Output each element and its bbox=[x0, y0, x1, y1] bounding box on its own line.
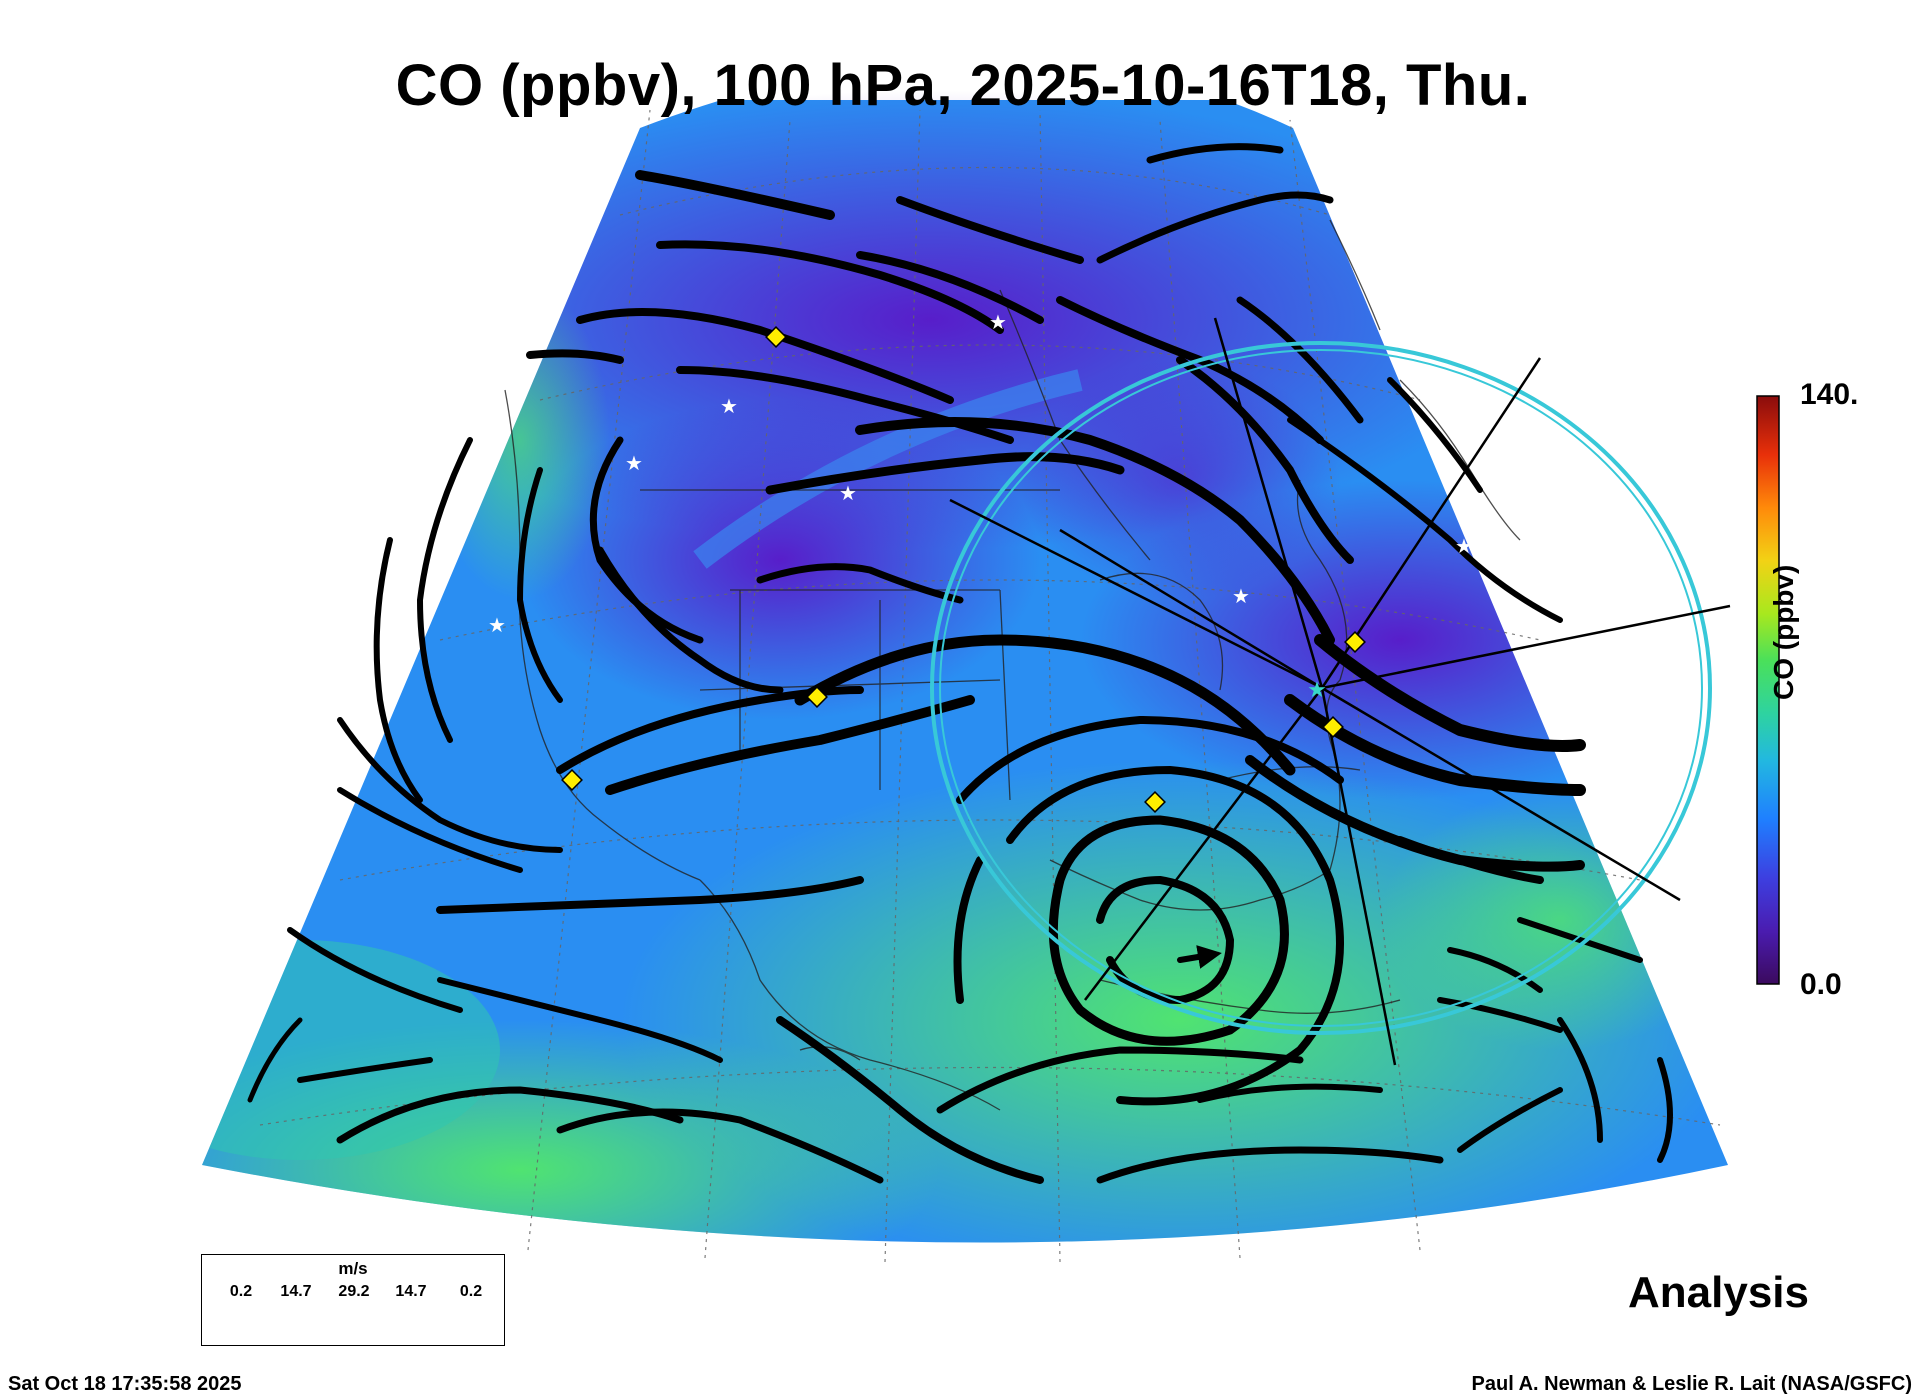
page-title: CO (ppbv), 100 hPa, 2025-10-16T18, Thu. bbox=[395, 53, 1531, 118]
colorbar-max-label: 140. bbox=[1800, 378, 1859, 411]
streamline bbox=[1657, 1057, 1673, 1163]
streamline bbox=[1314, 634, 1586, 752]
streamline bbox=[635, 170, 835, 220]
range-ring bbox=[930, 341, 1712, 1035]
colorbar-title: CO (ppbv) bbox=[1768, 564, 1799, 700]
colorbar bbox=[1756, 395, 1780, 985]
wind-legend-value: 14.7 bbox=[280, 1283, 312, 1300]
streamline bbox=[337, 787, 523, 873]
streamline-gyre bbox=[1096, 875, 1235, 1005]
run-type-label: Analysis bbox=[1628, 1268, 1809, 1317]
streamline bbox=[589, 436, 704, 644]
wind-legend-value: 0.2 bbox=[459, 1283, 483, 1300]
streamline bbox=[794, 634, 1296, 776]
streamline bbox=[576, 308, 954, 404]
streamline bbox=[856, 251, 1044, 324]
star-marker: ★ bbox=[488, 613, 506, 637]
star-marker: ★ bbox=[1232, 584, 1250, 608]
center-star-marker: ★ bbox=[1307, 678, 1327, 703]
streamline bbox=[337, 717, 563, 853]
wind-legend-value: 29.2 bbox=[338, 1283, 370, 1300]
star-marker: ★ bbox=[625, 451, 643, 475]
streamline bbox=[556, 1108, 884, 1184]
streamlines bbox=[247, 143, 1673, 1184]
streamline-gyre bbox=[956, 715, 1344, 804]
streamline bbox=[247, 1017, 303, 1103]
streamline bbox=[656, 240, 1004, 334]
diamond-marker bbox=[561, 769, 583, 791]
streamline bbox=[765, 452, 1125, 495]
white-star-markers: ★ ★ ★ ★ ★ ★ ★ bbox=[488, 310, 1473, 637]
streamline bbox=[336, 1086, 684, 1144]
diamond-marker bbox=[806, 686, 828, 708]
yellow-diamond-markers bbox=[561, 326, 1366, 813]
streamline bbox=[1557, 1017, 1603, 1143]
streamline bbox=[437, 977, 723, 1063]
streamline bbox=[896, 196, 1084, 264]
streamline bbox=[526, 349, 624, 364]
streamline-gyre bbox=[1006, 765, 1344, 1106]
streamline bbox=[1096, 1146, 1444, 1184]
star-marker: ★ bbox=[839, 481, 857, 505]
star-marker: ★ bbox=[1455, 534, 1473, 558]
diamond-marker bbox=[1344, 631, 1366, 653]
streamline-gyre bbox=[1048, 815, 1289, 1046]
streamline bbox=[936, 1046, 1304, 1114]
streamline bbox=[436, 876, 864, 914]
streamline bbox=[776, 1016, 1044, 1184]
star-marker: ★ bbox=[989, 310, 1007, 334]
co-field bbox=[202, 90, 1728, 1243]
streamline bbox=[756, 563, 964, 604]
streamline bbox=[287, 927, 463, 1013]
streamline bbox=[373, 537, 423, 803]
streamline bbox=[1287, 417, 1563, 623]
streamline bbox=[1197, 1083, 1383, 1103]
coastlines bbox=[504, 219, 1521, 1111]
wind-legend-unit: m/s bbox=[338, 1259, 368, 1278]
streamline bbox=[556, 686, 864, 774]
flight-tracks bbox=[949, 317, 1731, 1066]
wind-legend-value: 14.7 bbox=[395, 1283, 427, 1300]
diamond-marker bbox=[1144, 791, 1166, 813]
streamline bbox=[1396, 836, 1544, 884]
streamline bbox=[297, 1057, 433, 1083]
diamond-marker bbox=[765, 326, 787, 348]
streamline bbox=[1387, 377, 1483, 493]
streamline bbox=[516, 467, 563, 703]
streamline bbox=[416, 437, 473, 743]
streamline bbox=[1447, 947, 1543, 993]
colorbar-min-label: 0.0 bbox=[1800, 968, 1842, 1001]
wind-legend-values: 0.2 14.7 29.2 14.7 0.2 bbox=[202, 1283, 504, 1303]
streamline bbox=[1177, 945, 1222, 969]
streamline bbox=[1457, 1087, 1563, 1153]
streamline bbox=[1437, 997, 1563, 1033]
streamline-gyre bbox=[953, 856, 984, 1004]
star-marker: ★ bbox=[720, 394, 738, 418]
timestamp: Sat Oct 18 17:35:58 2025 bbox=[8, 1373, 242, 1395]
streamline bbox=[1146, 143, 1284, 164]
wind-legend-value: 0.2 bbox=[229, 1283, 253, 1300]
wind-speed-legend: m/s 0.2 14.7 29.2 14.7 0.2 bbox=[201, 1254, 505, 1346]
streamline bbox=[1176, 356, 1354, 564]
streamline bbox=[605, 695, 975, 795]
streamline bbox=[1517, 917, 1643, 963]
credit-line: Paul A. Newman & Leslie R. Lait (NASA/GS… bbox=[1471, 1373, 1912, 1395]
streamline bbox=[1096, 191, 1334, 264]
diamond-marker bbox=[1322, 716, 1344, 738]
